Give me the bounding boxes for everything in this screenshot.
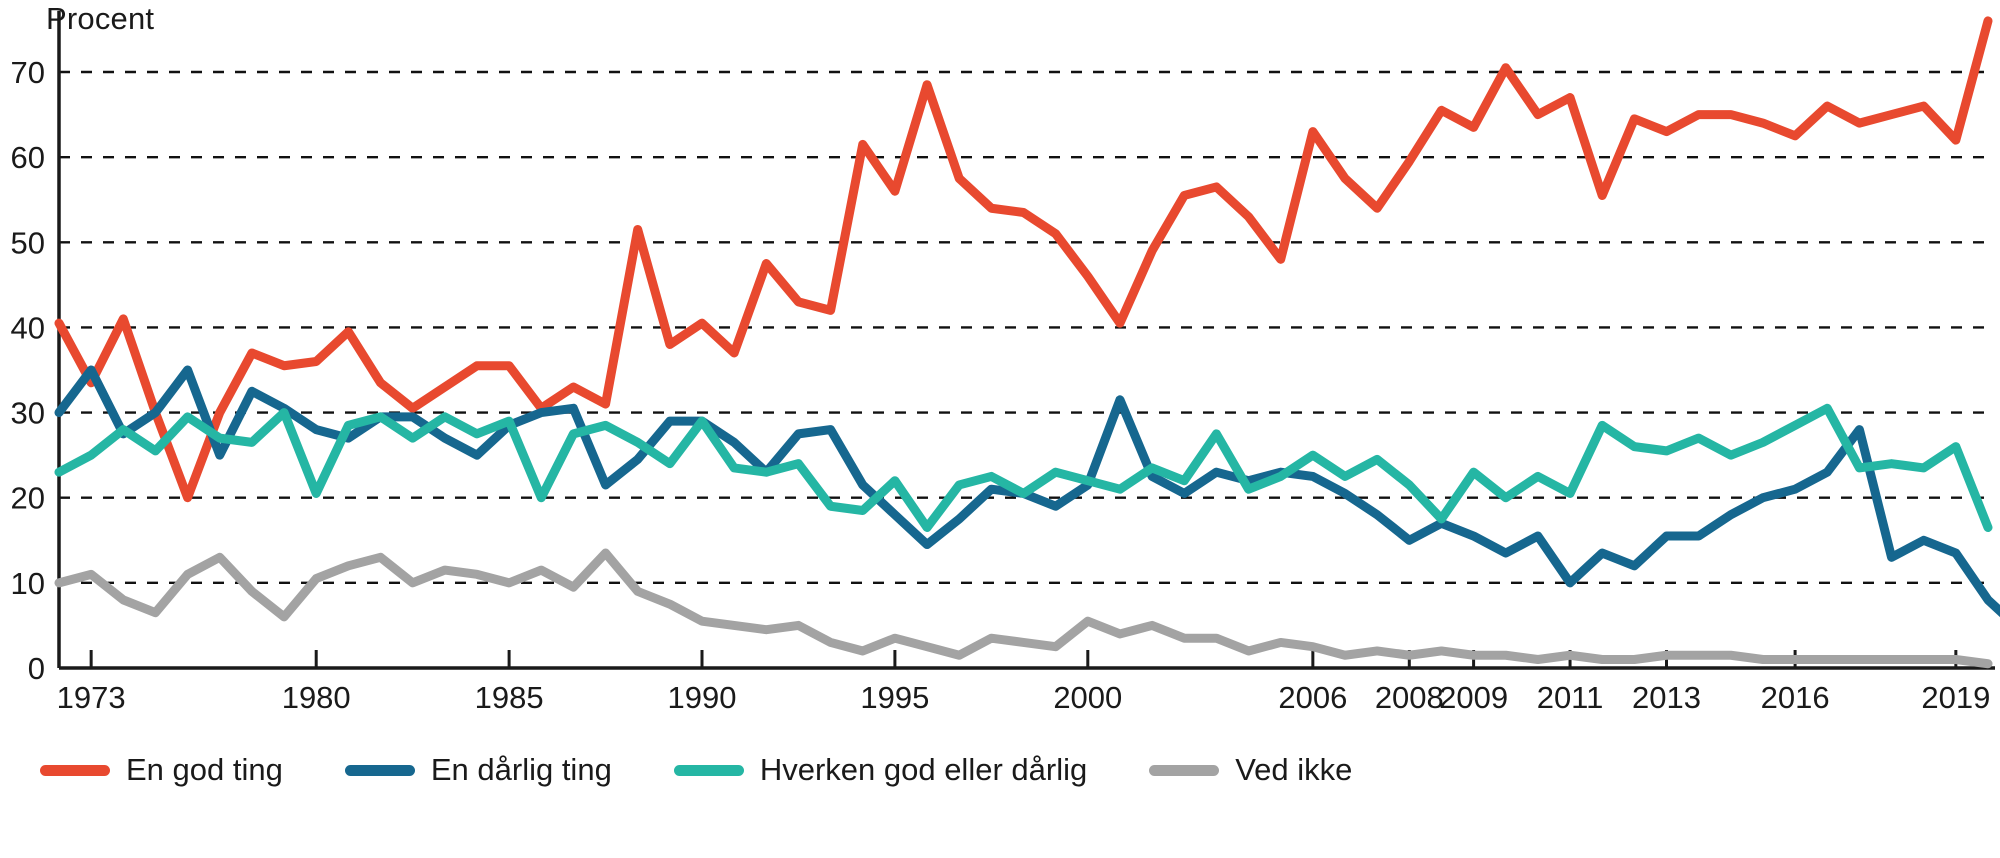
legend-item-label: Hverken god eller dårlig — [759, 752, 1088, 787]
x-tick-label: 2000 — [1053, 680, 1122, 715]
y-tick-label: 40 — [11, 310, 45, 345]
x-tick-label: 1995 — [860, 680, 929, 715]
series-line — [54, 16, 1993, 503]
legend-color-swatch — [673, 764, 744, 776]
legend-item-label: En god ting — [126, 752, 283, 787]
x-tick-label: 2011 — [1537, 680, 1604, 715]
series-line — [54, 365, 2000, 618]
y-tick-label: 60 — [11, 140, 45, 175]
x-tick-label: 2006 — [1278, 680, 1347, 715]
x-tick-label: 2013 — [1632, 680, 1701, 715]
legend-item[interactable]: Ved ikke — [1149, 753, 1352, 787]
chart-plot-area: 0 10 20 30 40 50 60 70 1973 1980 1985 1990 1995 2000… — [11, 10, 2000, 715]
y-tick-label: 0 — [28, 651, 45, 686]
legend-color-swatch — [344, 764, 415, 776]
y-tick-label: 10 — [11, 566, 45, 601]
legend-color-swatch — [40, 764, 110, 776]
x-tick-label: 1985 — [475, 680, 544, 715]
x-tick-label: 1973 — [57, 680, 126, 715]
x-tick-label: 1990 — [668, 680, 737, 715]
legend-item[interactable]: En dårlig ting — [344, 752, 612, 787]
legend-item-label: En dårlig ting — [430, 752, 612, 787]
series-line — [54, 403, 1993, 533]
data-series-group — [54, 16, 2000, 669]
legend-item-label: Ved ikke — [1235, 752, 1353, 787]
x-tick-label: 1980 — [282, 680, 351, 715]
y-tick-labels-group: 0 10 20 30 40 50 60 70 — [11, 55, 45, 686]
x-tick-label: 2016 — [1761, 680, 1830, 715]
series-line — [54, 548, 1993, 669]
axis-lines-group — [57, 10, 1995, 670]
x-tick-label: 2019 — [1921, 680, 1990, 715]
legend-item[interactable]: En god ting — [40, 753, 283, 787]
legend-item[interactable]: Hverken god eller dårlig — [673, 752, 1088, 787]
chart-legend: En god ting En dårlig ting Hverken god ell… — [40, 753, 1414, 787]
legend-color-swatch — [1149, 764, 1220, 776]
x-tick-label: 2009 — [1439, 680, 1508, 715]
y-tick-label: 50 — [11, 225, 45, 260]
y-tick-label: 20 — [11, 481, 45, 516]
x-tick-label: 2008 — [1375, 680, 1444, 715]
y-tick-label: 30 — [11, 396, 45, 431]
y-tick-label: 70 — [11, 55, 45, 90]
y-axis-title: Procent — [46, 1, 155, 36]
